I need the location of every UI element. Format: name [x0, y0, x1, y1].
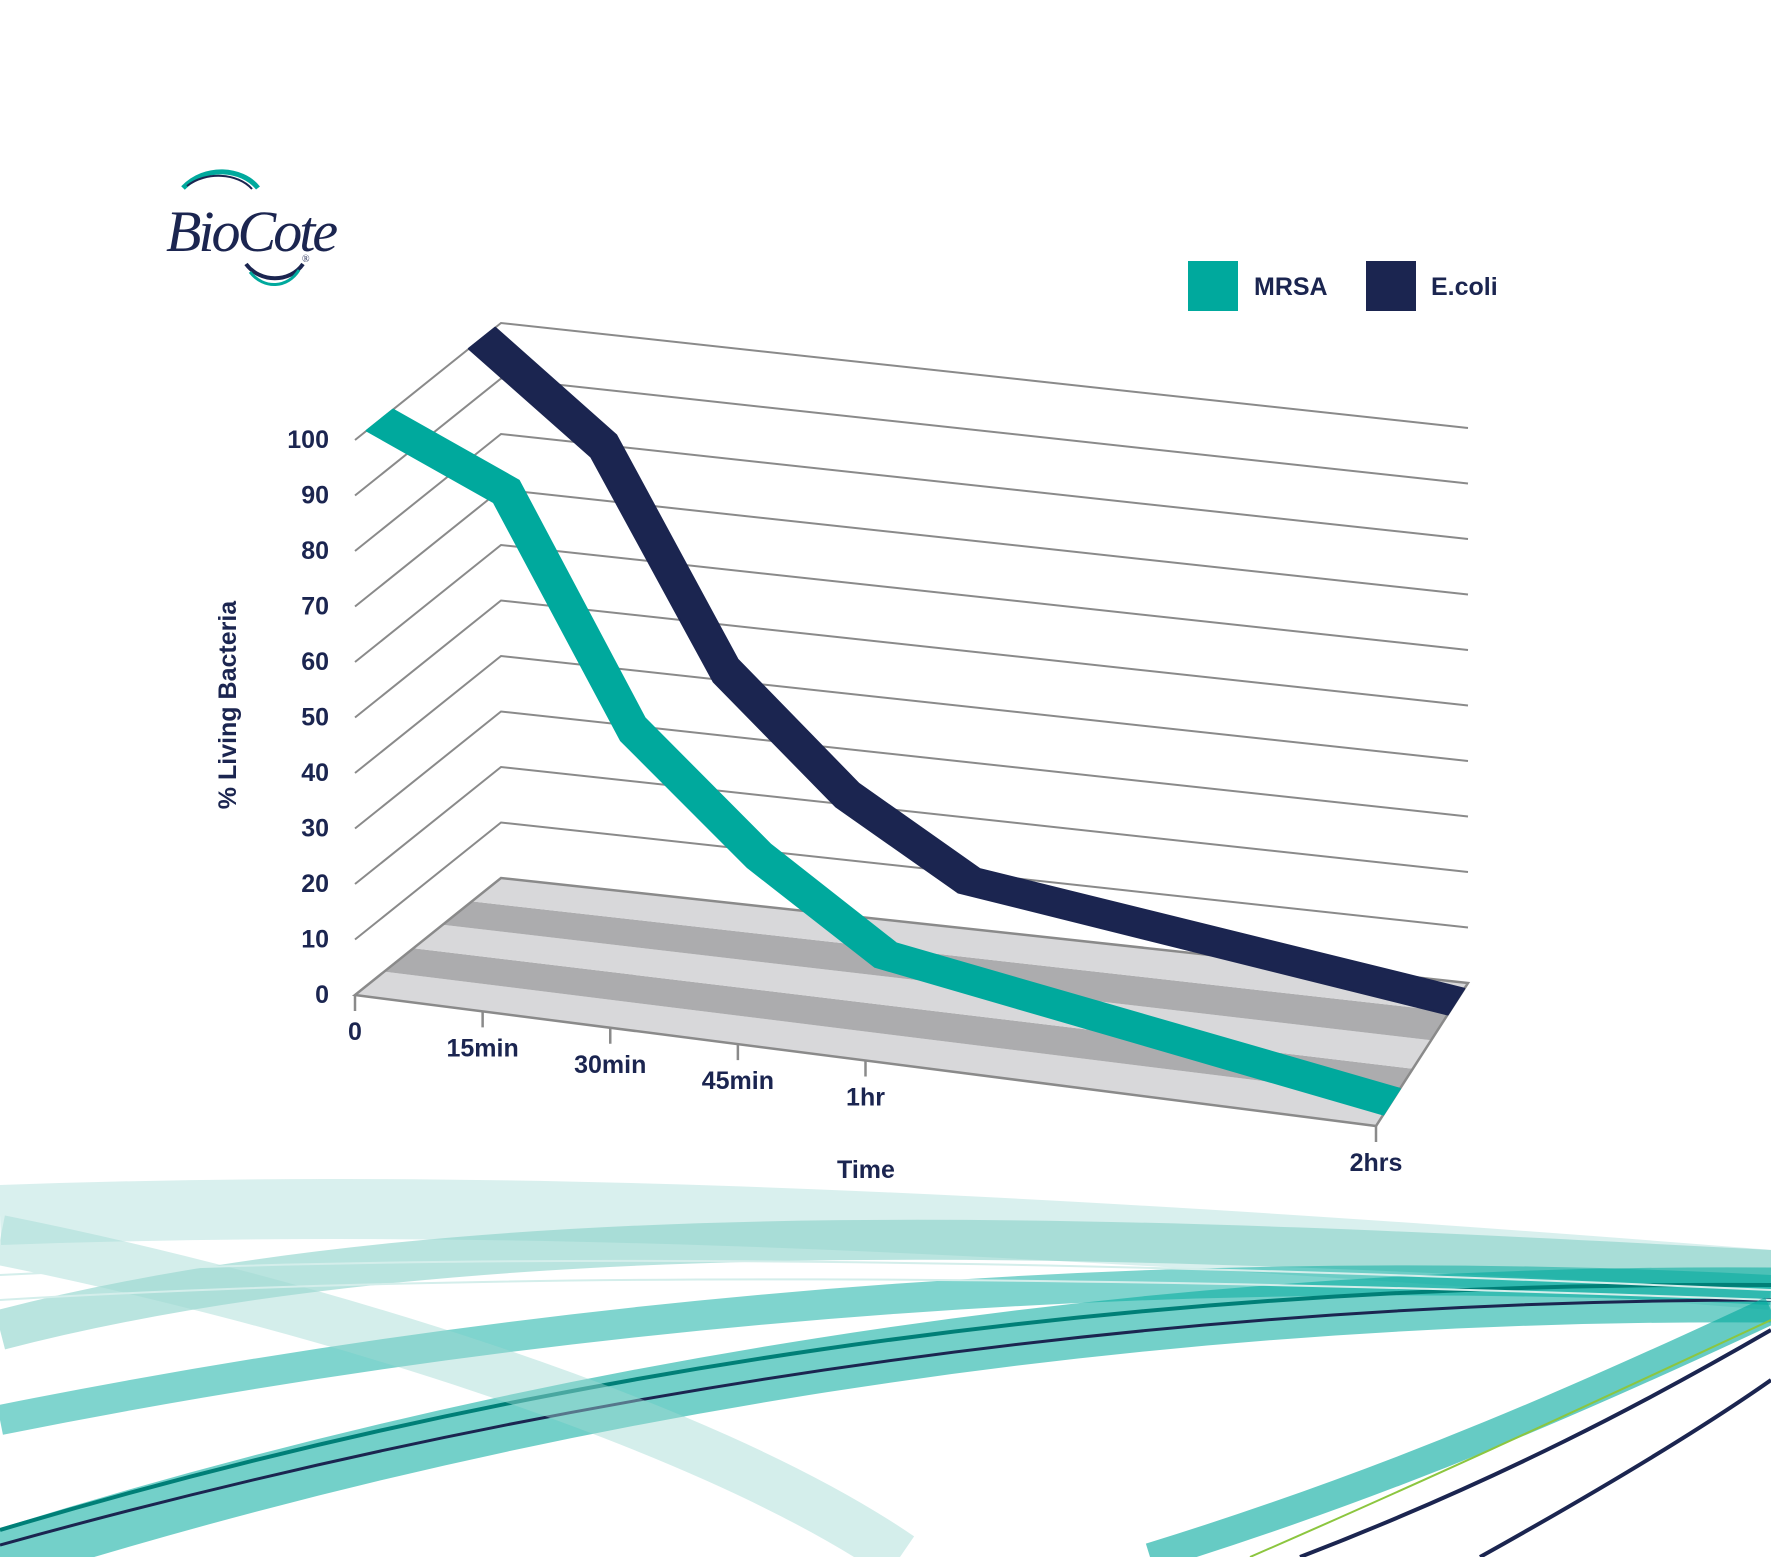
y-axis-label: % Living Bacteria	[214, 600, 242, 809]
gridline-30	[354, 710, 1469, 830]
y-tick-label-30: 30	[301, 815, 329, 843]
y-tick-label-40: 40	[301, 759, 329, 787]
x-tick-label-1hr: 1hr	[846, 1084, 885, 1112]
gridline-10	[354, 821, 1469, 941]
wave-7	[0, 1259, 1771, 1291]
y-tick-label-90: 90	[301, 482, 329, 510]
legend-label-mrsa: MRSA	[1254, 273, 1328, 301]
wave-9	[1145, 1297, 1771, 1557]
floor-band-1	[384, 948, 1413, 1098]
gridline-20	[354, 765, 1469, 885]
x-tick-label-30min: 30min	[574, 1051, 646, 1079]
x-tick-label-45min: 45min	[702, 1067, 774, 1095]
y-tick-label-80: 80	[301, 537, 329, 565]
chart-series	[365, 326, 1466, 1116]
chart-gridlines	[354, 321, 1469, 941]
y-tick-label-70: 70	[301, 593, 329, 621]
wave-3	[0, 1267, 1771, 1557]
x-axis: 0 15min 30min 45min 1hr 2hrs	[348, 995, 1402, 1177]
gridline-90	[354, 377, 1469, 497]
gridline-50	[354, 599, 1469, 719]
x-axis-label: Time	[837, 1156, 895, 1184]
gridline-60	[354, 543, 1469, 663]
floor-band-0	[355, 971, 1395, 1126]
series-ribbon-mrsa	[365, 408, 1401, 1116]
legend-swatch-ecoli	[1366, 261, 1416, 311]
wave-5	[0, 1298, 1771, 1547]
y-tick-label-20: 20	[301, 870, 329, 898]
x-tick-label-0: 0	[348, 1018, 362, 1046]
wave-1	[0, 1219, 1771, 1350]
logo-arc-bottom-inner	[248, 269, 301, 286]
y-tick-label-60: 60	[301, 648, 329, 676]
y-tick-label-10: 10	[301, 926, 329, 954]
y-axis-ticks: 0 10 20 30 40 50 60 70 80 90 100	[287, 426, 329, 1009]
y-tick-label-50: 50	[301, 704, 329, 732]
logo-arc-bottom	[244, 262, 305, 281]
gridline-80	[354, 432, 1469, 552]
biocote-logo: BioCote ®	[166, 169, 340, 286]
x-tick-label-2hrs: 2hrs	[1350, 1149, 1403, 1177]
floor-band-4	[471, 878, 1468, 1012]
y-tick-label-0: 0	[315, 981, 329, 1009]
legend-swatch-mrsa	[1188, 261, 1238, 311]
logo-text: BioCote	[166, 199, 337, 264]
decorative-waves	[0, 1178, 1771, 1557]
y-tick-label-100: 100	[287, 426, 329, 454]
wave-11	[1479, 1378, 1771, 1557]
wave-10	[1299, 1328, 1771, 1557]
floor-outline	[351, 876, 1471, 1128]
logo-arc-top	[181, 169, 260, 190]
wave-8	[0, 1278, 1771, 1301]
chart-legend: MRSA E.coli	[1188, 261, 1498, 311]
gridline-100	[354, 321, 1469, 441]
wave-12	[1249, 1319, 1771, 1557]
gridline-40	[354, 654, 1469, 774]
legend-label-ecoli: E.coli	[1431, 273, 1498, 301]
x-tick-label-15min: 15min	[446, 1034, 518, 1062]
series-ribbon-ecoli	[467, 326, 1466, 1016]
logo-registered-mark: ®	[302, 254, 310, 265]
logo-arc-top-inner	[186, 174, 253, 190]
